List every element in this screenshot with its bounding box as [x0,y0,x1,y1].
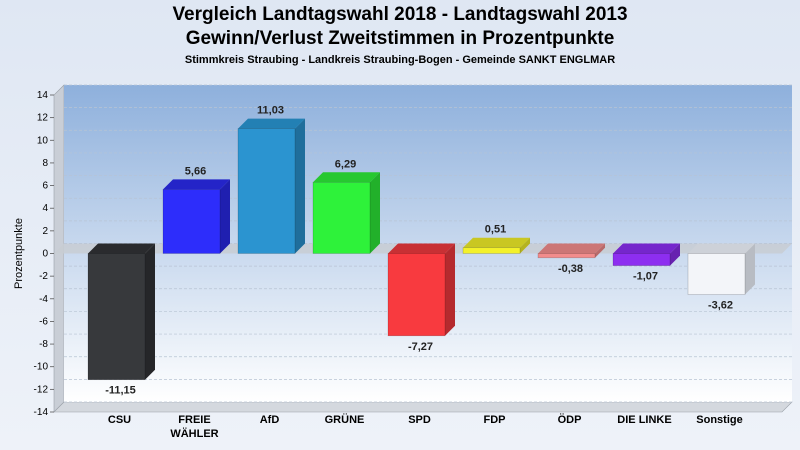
bar-top [613,243,680,254]
y-axis-label: Prozentpunkte [13,218,25,289]
y-tick-label: -6 [39,316,48,327]
y-tick-label: -14 [34,407,49,418]
y-tick-label: 12 [37,113,49,124]
data-label: 11,03 [257,105,284,117]
x-tick-label: GRÜNE [325,413,365,426]
x-tick-label: FREIE [178,414,210,426]
bar-front [237,128,296,254]
data-label: 5,66 [185,165,206,177]
bar-front [537,253,596,259]
x-tick-label: FDP [484,414,506,426]
x-tick-label: AfD [260,414,280,426]
bar-side [445,243,455,336]
bar-afd [237,118,305,254]
bar-front [687,253,746,295]
bar-csu [87,243,155,381]
bar-top [238,118,305,129]
bar-top [538,243,605,254]
y-tick-label: -8 [39,339,48,350]
bar-side [670,243,680,266]
bar-side [295,118,305,254]
y-tick-label: 6 [42,181,48,192]
bar-front [312,181,371,254]
bar-side [220,179,230,254]
bar-top [688,243,755,254]
bar-front [462,247,521,254]
plot-floor [53,401,793,413]
bar-front [87,253,146,381]
data-label: -1,07 [633,271,658,283]
bar-side [145,243,155,380]
y-tick-label: 10 [37,135,49,146]
data-label: -0,38 [558,263,583,275]
y-tick-label: 2 [42,226,48,237]
x-tick-label: Sonstige [696,414,742,426]
bar-top [163,179,230,190]
data-label: -3,62 [708,299,733,311]
y-tick-label: -2 [39,271,48,282]
bar-top [388,243,455,254]
chart-caption: Stimmkreis Straubing - Landkreis Straubi… [184,54,616,66]
y-tick-label: 0 [42,249,48,260]
data-label: -11,15 [105,385,136,397]
y-tick-label: -10 [34,362,49,373]
bar-die-linke [612,243,680,266]
data-label: 6,29 [335,158,356,170]
bar-front [612,253,671,266]
x-tick-label: DIE LINKE [617,414,671,426]
x-tick-label: SPD [408,414,431,426]
bar-top [88,243,155,254]
data-label: 0,51 [485,224,506,236]
y-tick-label: -12 [34,384,49,395]
bar-side [370,172,380,254]
bar-front [387,253,446,337]
bar-spd [387,243,455,337]
chart-subtitle: Gewinn/Verlust Zweitstimmen in Prozentpu… [185,28,615,49]
bar-freie-wähler [162,179,230,254]
bar-top [463,237,530,248]
bar-side [745,243,755,295]
x-tick-label: ÖDP [558,413,582,426]
bar-side [520,237,530,254]
chart-title: Vergleich Landtagswahl 2018 - Landtagswa… [172,4,628,25]
y-tick-label: -4 [39,294,48,305]
x-tick-label: CSU [108,414,131,426]
bar-front [162,189,221,254]
bar-top [313,172,380,183]
bar-ödp [537,243,605,259]
y-tick-label: 8 [42,158,48,169]
bar-side [595,243,605,258]
data-label: -7,27 [408,341,433,353]
x-tick-label: WÄHLER [170,427,218,440]
y-tick-label: 14 [37,90,49,101]
y-tick-label: 4 [42,203,48,214]
bar-grüne [312,172,380,254]
bar-sonstige [687,243,755,295]
bar-fdp [462,237,530,254]
